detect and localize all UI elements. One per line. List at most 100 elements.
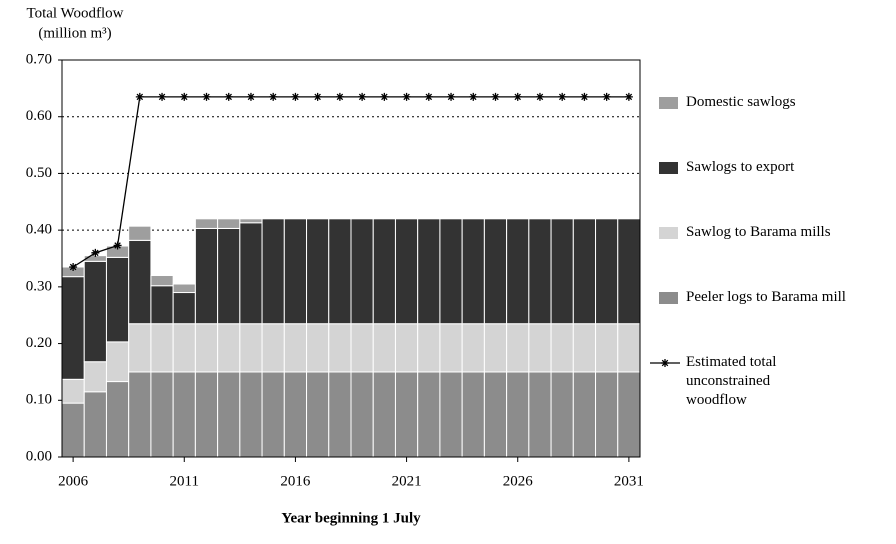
bar-segment (372, 218, 396, 325)
bar-segment (394, 371, 419, 458)
bar-segment (217, 323, 241, 373)
bar-segment (128, 239, 152, 325)
y-tick-label: 0.20 (26, 335, 52, 351)
bar-segment (150, 285, 174, 325)
bar-segment (306, 323, 330, 373)
bar-segment (194, 218, 219, 229)
bar-segment (239, 371, 263, 458)
bar-segment (61, 378, 85, 404)
bar-segment (617, 371, 641, 458)
bar-segment (550, 371, 574, 458)
bar-segment (483, 371, 508, 458)
bar-segment (328, 218, 352, 325)
marker (113, 241, 122, 250)
bar-segment (595, 218, 619, 325)
bar-segment (572, 371, 597, 458)
bar-segment (283, 323, 308, 373)
bar-segment (194, 227, 219, 325)
legend-swatch (659, 97, 678, 109)
bar-segment (217, 371, 241, 458)
marker (624, 92, 633, 101)
bar-segment (528, 371, 552, 458)
marker (180, 92, 189, 101)
bar-segment (328, 323, 352, 373)
bar-segment (350, 218, 374, 325)
legend-swatch (659, 227, 678, 239)
bar-segment (261, 218, 285, 325)
bar-segment (306, 218, 330, 325)
bar-segment (417, 323, 441, 373)
bar-segment (105, 381, 130, 458)
marker (246, 92, 255, 101)
marker (380, 92, 389, 101)
marker (424, 92, 433, 101)
marker (269, 92, 278, 101)
bar-segment (239, 222, 263, 325)
x-tick-label: 2021 (392, 473, 422, 489)
bar-segment (128, 323, 152, 373)
bar-segment (283, 218, 308, 325)
bar-segment (239, 218, 263, 224)
marker (558, 92, 567, 101)
y-tick-label: 0.50 (26, 165, 52, 181)
bar-segment (172, 323, 196, 373)
bar-segment (105, 256, 130, 343)
bar-segment (328, 371, 352, 458)
bar-segment (506, 323, 530, 373)
bar-segment (439, 218, 463, 325)
bar-segment (128, 371, 152, 458)
bar-segment (506, 371, 530, 458)
bar-segment (572, 218, 597, 325)
y-axis-label: (million m³) (38, 25, 111, 41)
legend-label: Sawlog to Barama mills (686, 224, 831, 240)
bar-segment (372, 371, 396, 458)
bar-segment (217, 218, 241, 229)
bar-segment (461, 218, 485, 325)
bar-segment (595, 371, 619, 458)
bar-segment (83, 391, 107, 458)
bar-segment (595, 323, 619, 373)
y-tick-label: 0.40 (26, 222, 52, 238)
bar-segment (61, 276, 85, 380)
legend-swatch (659, 162, 678, 174)
marker (535, 92, 544, 101)
marker (69, 263, 78, 272)
bar-segment (261, 323, 285, 373)
marker (402, 92, 411, 101)
bar-segment (394, 218, 419, 325)
bar-segment (194, 323, 219, 373)
bar-segment (83, 260, 107, 363)
marker (335, 92, 344, 101)
marker (513, 92, 522, 101)
bar-segment (150, 275, 174, 287)
bar-segment (528, 218, 552, 325)
marker (580, 92, 589, 101)
legend-label: Domestic sawlogs (686, 94, 796, 110)
bar-segment (150, 323, 174, 373)
bar-segment (417, 218, 441, 325)
bar-segment (394, 323, 419, 373)
bar-segment (83, 361, 107, 393)
x-tick-label: 2031 (614, 473, 644, 489)
bar-segment (217, 227, 241, 325)
bar-segment (461, 371, 485, 458)
legend-label: Peeler logs to Barama mill (686, 289, 846, 305)
x-tick-label: 2011 (170, 473, 199, 489)
y-tick-label: 0.30 (26, 278, 52, 294)
bar-segment (283, 371, 308, 458)
x-tick-label: 2006 (58, 473, 89, 489)
bar-segment (372, 323, 396, 373)
marker (358, 92, 367, 101)
bar-segment (350, 371, 374, 458)
bar-segment (617, 323, 641, 373)
x-tick-label: 2026 (503, 473, 534, 489)
bar-segment (483, 218, 508, 325)
bar-segment (483, 323, 508, 373)
legend-swatch (659, 292, 678, 304)
bar-segment (105, 341, 130, 383)
legend-label: Sawlogs to export (686, 159, 795, 175)
bar-segment (439, 323, 463, 373)
bar-segment (350, 323, 374, 373)
